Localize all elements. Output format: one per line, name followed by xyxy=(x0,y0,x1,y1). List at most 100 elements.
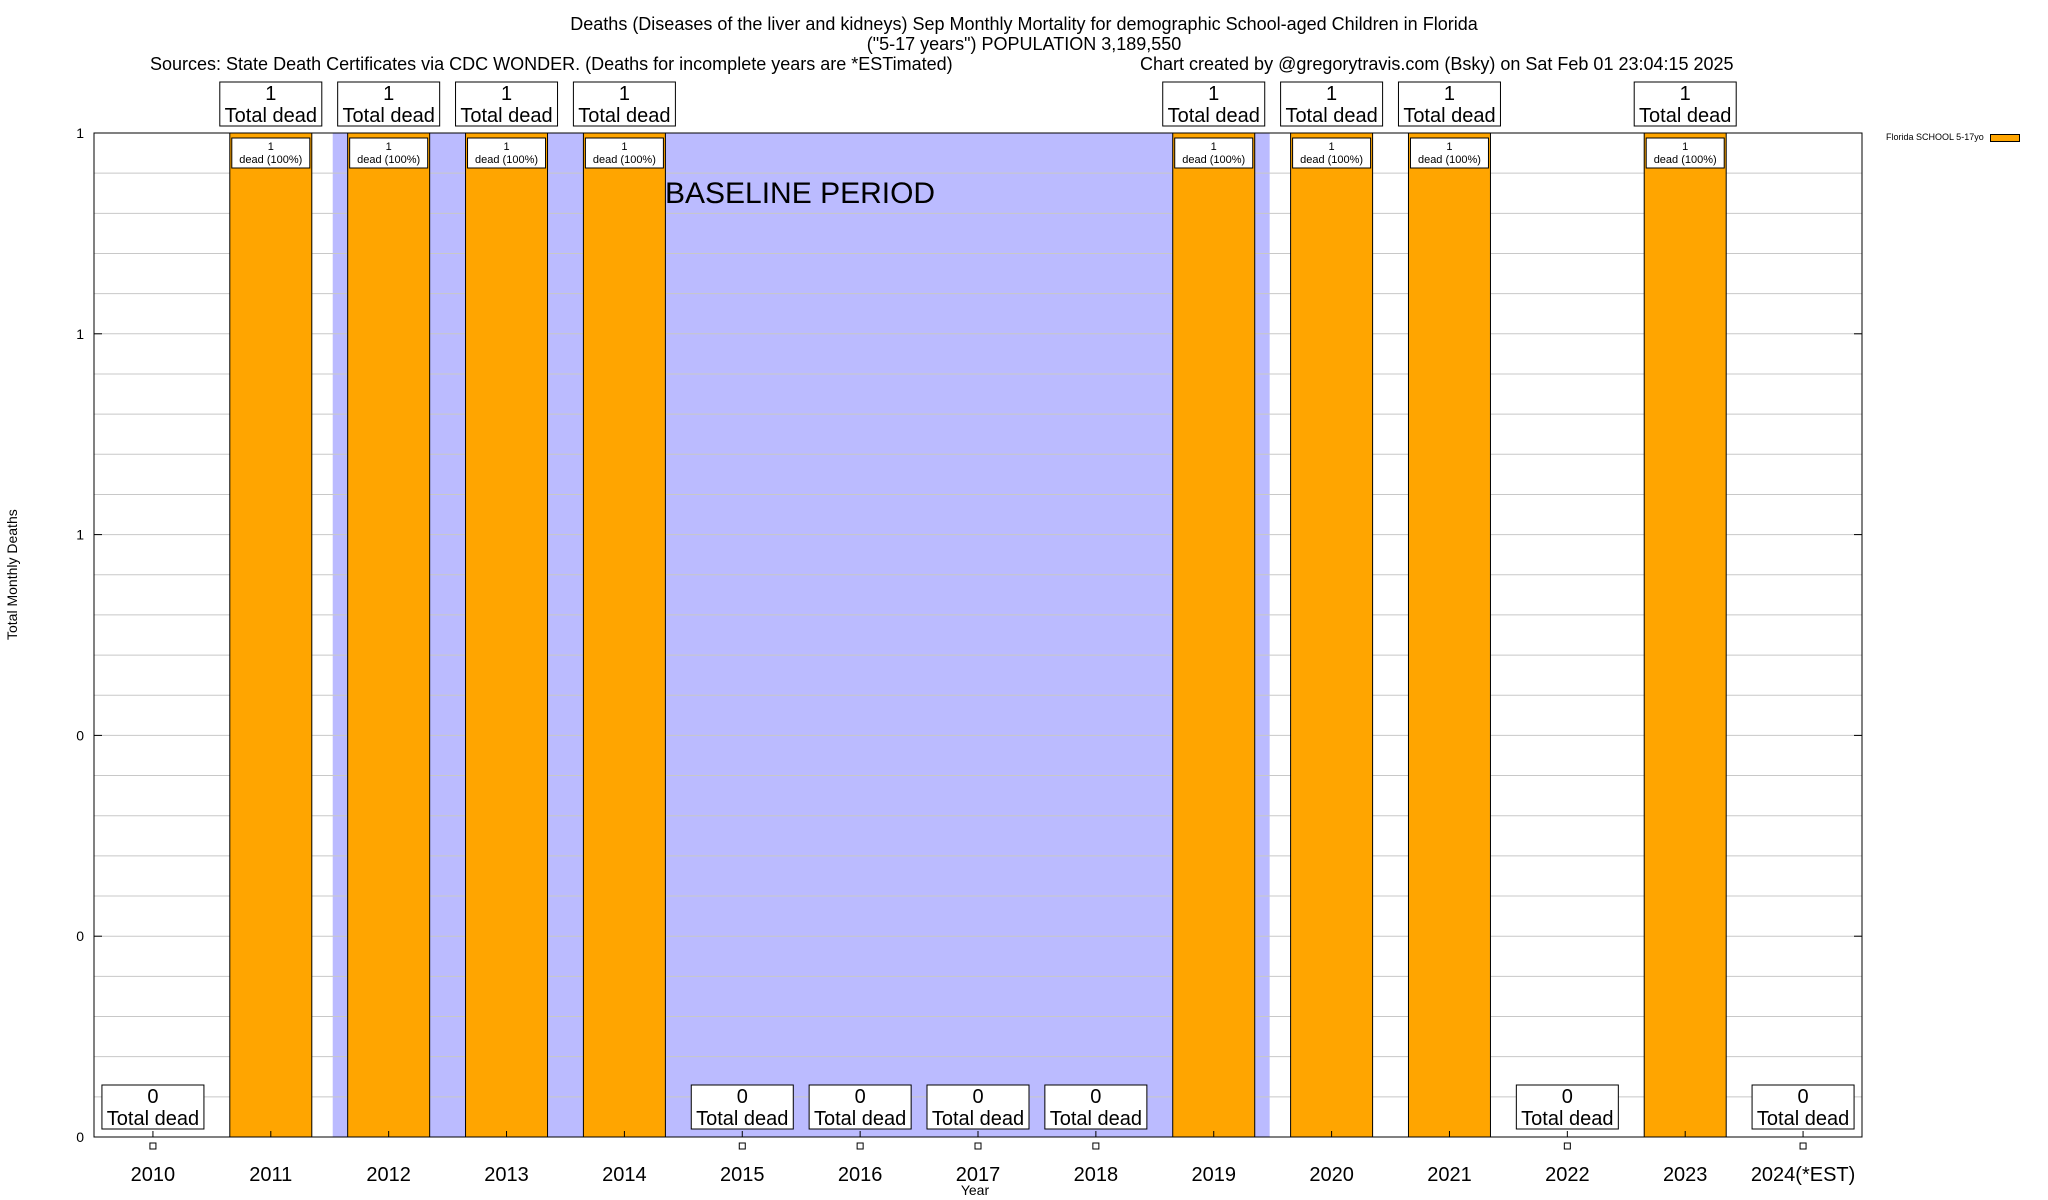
total-label-box xyxy=(101,1084,205,1130)
bar-2023 xyxy=(1643,132,1727,1138)
x-tick-label: 2021 xyxy=(1427,1164,1472,1186)
y-tick-label: 1 xyxy=(76,326,84,342)
total-label-box xyxy=(926,1084,1030,1130)
chart-title-line1: Deaths (Diseases of the liver and kidney… xyxy=(570,14,1478,34)
y-tick-label: 0 xyxy=(76,727,84,743)
x-tick-label: 2011 xyxy=(249,1164,292,1186)
total-label-box xyxy=(1633,81,1737,127)
total-label-number: 0 xyxy=(737,1086,748,1108)
x-tick-label: 2017 xyxy=(956,1164,1001,1186)
zero-marker xyxy=(149,1142,157,1150)
zero-marker xyxy=(738,1142,746,1150)
bar-2021 xyxy=(1407,132,1491,1138)
x-tick-label: 2024(*EST) xyxy=(1751,1164,1856,1186)
total-label-text: Total dead xyxy=(578,105,670,127)
legend-series-label: Florida SCHOOL 5-17yo xyxy=(1886,132,1984,142)
y-tick-label: 1 xyxy=(76,125,84,141)
x-axis-label: Year xyxy=(960,1182,990,1198)
bar-2012 xyxy=(347,132,431,1138)
bar-2013 xyxy=(465,132,549,1138)
bar-2019 xyxy=(1172,132,1256,1138)
zero-marker xyxy=(1563,1142,1571,1150)
total-label-text: Total dead xyxy=(1285,105,1377,127)
total-label-box xyxy=(808,1084,912,1130)
total-label-number: 1 xyxy=(1444,83,1455,105)
total-label-box xyxy=(1044,1084,1148,1130)
total-label-number: 1 xyxy=(1326,83,1337,105)
total-label-number: 0 xyxy=(147,1086,158,1108)
inner-label-box xyxy=(584,137,664,169)
bar-2011 xyxy=(229,132,313,1138)
inner-label-number: 1 xyxy=(621,141,627,153)
bar-2014 xyxy=(582,132,666,1138)
total-label-number: 1 xyxy=(1680,83,1691,105)
total-label-box xyxy=(572,81,676,127)
zero-marker xyxy=(1092,1142,1100,1150)
x-tick-label: 2022 xyxy=(1545,1164,1590,1186)
chart-title-line2: ("5-17 years") POPULATION 3,189,550 xyxy=(866,34,1182,54)
inner-label-number: 1 xyxy=(1446,141,1452,153)
x-tick-label: 2018 xyxy=(1074,1164,1119,1186)
x-tick-label: 2012 xyxy=(366,1164,411,1186)
x-tick-label: 2015 xyxy=(720,1164,765,1186)
chart-credit-text: Chart created by @gregorytravis.com (Bsk… xyxy=(1140,54,1734,74)
total-label-text: Total dead xyxy=(1521,1108,1613,1130)
total-label-box xyxy=(1162,81,1266,127)
total-label-text: Total dead xyxy=(1757,1108,1849,1130)
x-tick-label: 2019 xyxy=(1191,1164,1236,1186)
inner-label-box xyxy=(1409,137,1489,169)
inner-label-text: dead (100%) xyxy=(1654,154,1717,166)
x-tick-label: 2016 xyxy=(838,1164,883,1186)
total-label-text: Total dead xyxy=(1168,105,1260,127)
total-label-text: Total dead xyxy=(343,105,435,127)
zero-marker xyxy=(974,1142,982,1150)
legend: Florida SCHOOL 5-17yo xyxy=(1886,132,2020,142)
legend-swatch xyxy=(1989,133,2020,142)
x-tick-label: 2014 xyxy=(602,1164,647,1186)
inner-label-box xyxy=(1292,137,1372,169)
inner-label-number: 1 xyxy=(1211,141,1217,153)
x-tick-label: 2010 xyxy=(131,1164,176,1186)
chart-source-text: Sources: State Death Certificates via CD… xyxy=(150,54,953,74)
inner-label-text: dead (100%) xyxy=(1300,154,1363,166)
y-axis-label: Total Monthly Deaths xyxy=(4,509,20,640)
total-label-number: 0 xyxy=(1562,1086,1573,1108)
total-label-box xyxy=(1280,81,1384,127)
inner-label-text: dead (100%) xyxy=(593,154,656,166)
total-label-text: Total dead xyxy=(814,1108,906,1130)
total-label-box xyxy=(219,81,323,127)
inner-label-text: dead (100%) xyxy=(1418,154,1481,166)
total-label-box xyxy=(337,81,441,127)
inner-label-box xyxy=(467,137,547,169)
total-label-text: Total dead xyxy=(1639,105,1731,127)
bar-2020 xyxy=(1290,132,1374,1138)
total-label-number: 1 xyxy=(1208,83,1219,105)
zero-marker xyxy=(856,1142,864,1150)
x-tick-label: 2023 xyxy=(1663,1164,1708,1186)
total-label-box xyxy=(690,1084,794,1130)
inner-label-text: dead (100%) xyxy=(357,154,420,166)
total-label-text: Total dead xyxy=(932,1108,1024,1130)
x-tick-label: 2020 xyxy=(1309,1164,1354,1186)
total-label-text: Total dead xyxy=(460,105,552,127)
total-label-number: 1 xyxy=(501,83,512,105)
total-label-text: Total dead xyxy=(696,1108,788,1130)
baseline-label: BASELINE PERIOD xyxy=(665,177,935,210)
inner-label-number: 1 xyxy=(1682,141,1688,153)
zero-marker xyxy=(1799,1142,1807,1150)
total-label-number: 0 xyxy=(1798,1086,1809,1108)
total-label-text: Total dead xyxy=(107,1108,199,1130)
total-label-box xyxy=(1515,1084,1619,1130)
total-label-number: 0 xyxy=(855,1086,866,1108)
inner-label-box xyxy=(1645,137,1725,169)
total-label-number: 1 xyxy=(619,83,630,105)
inner-label-number: 1 xyxy=(386,141,392,153)
inner-label-text: dead (100%) xyxy=(239,154,302,166)
x-tick-label: 2013 xyxy=(484,1164,529,1186)
total-label-box xyxy=(1397,81,1501,127)
y-tick-label: 0 xyxy=(76,928,84,944)
total-label-text: Total dead xyxy=(1050,1108,1142,1130)
y-tick-label: 1 xyxy=(76,527,84,543)
inner-label-number: 1 xyxy=(268,141,274,153)
